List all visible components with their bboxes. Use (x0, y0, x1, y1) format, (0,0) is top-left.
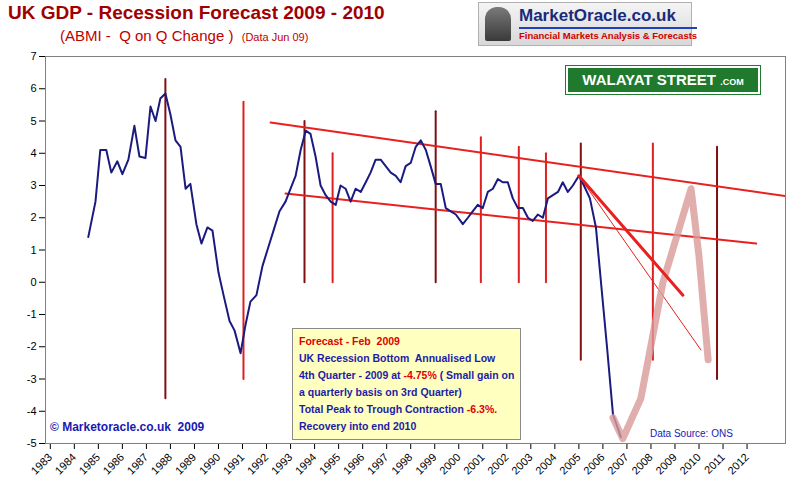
svg-text:2009: 2009 (653, 451, 679, 477)
html-text:Forecast - Feb 2009: Forecast - Feb 2009 (299, 335, 400, 347)
html-text:Financial Markets Analysis & F: Financial Markets Analysis & Forecasts (519, 30, 698, 41)
svg-text:2003: 2003 (509, 451, 535, 477)
svg-text:2010: 2010 (677, 451, 703, 477)
html-text:a quarterly basis on 3rd Quart: a quarterly basis on 3rd Quarter) (299, 386, 462, 398)
svg-text:-4: -4 (27, 405, 37, 417)
html-text:© Marketoracle.co.uk 2009: © Marketoracle.co.uk 2009 (50, 420, 205, 434)
svg-text:4: 4 (30, 147, 36, 159)
html-text:Data Source: ONS: Data Source: ONS (650, 428, 733, 439)
svg-text:1987: 1987 (125, 451, 151, 477)
svg-text:0: 0 (30, 276, 36, 288)
svg-text:1986: 1986 (100, 451, 126, 477)
html-text:UK GDP - Recession Forecast 20: UK GDP - Recession Forecast 2009 - 2010 (8, 2, 385, 23)
svg-text:2002: 2002 (485, 451, 511, 477)
svg-text:-1: -1 (27, 308, 37, 320)
svg-text:2006: 2006 (581, 451, 607, 477)
svg-text:-3: -3 (27, 373, 37, 385)
html-text:UK Recession Bottom Annualised: UK Recession Bottom Annualised Low (299, 352, 496, 364)
svg-text:1985: 1985 (76, 451, 102, 477)
html-text:MarketOracle.co.uk: MarketOracle.co.uk (519, 6, 676, 25)
svg-text:3: 3 (30, 179, 36, 191)
svg-text:1988: 1988 (149, 451, 175, 477)
svg-text:-5: -5 (27, 437, 37, 449)
svg-text:6: 6 (30, 82, 36, 94)
svg-text:1983: 1983 (28, 451, 54, 477)
svg-text:2004: 2004 (533, 451, 559, 477)
html-text:(ABMI - Q on Q Change )(Data J: (ABMI - Q on Q Change )(Data Jun 09) (60, 27, 309, 44)
html-text:4th Quarter - 2009 at -4.75% (: 4th Quarter - 2009 at -4.75% ( Small gai… (299, 369, 515, 381)
svg-text:7: 7 (30, 50, 36, 62)
svg-text:1990: 1990 (197, 451, 223, 477)
svg-text:2007: 2007 (605, 451, 631, 477)
svg-text:1: 1 (30, 244, 36, 256)
svg-text:-2: -2 (27, 340, 37, 352)
svg-text:1998: 1998 (389, 451, 415, 477)
svg-text:2008: 2008 (629, 451, 655, 477)
html-text:WALAYAT STREET.COM: WALAYAT STREET.COM (582, 71, 744, 88)
svg-text:1991: 1991 (221, 451, 247, 477)
html-text:Recovery into end 2010: Recovery into end 2010 (299, 420, 417, 432)
svg-text:2000: 2000 (437, 451, 463, 477)
svg-text:2011: 2011 (702, 451, 727, 476)
svg-text:1984: 1984 (52, 451, 78, 477)
svg-text:1989: 1989 (173, 451, 199, 477)
svg-text:2001: 2001 (461, 451, 487, 477)
svg-text:1993: 1993 (269, 451, 295, 477)
svg-text:1997: 1997 (365, 451, 391, 477)
svg-text:2: 2 (30, 211, 36, 223)
svg-text:2012: 2012 (725, 451, 751, 477)
svg-text:1992: 1992 (245, 451, 271, 477)
html-text:Total Peak to Trough Contracti: Total Peak to Trough Contraction -6.3%. (299, 403, 498, 415)
svg-text:2005: 2005 (557, 451, 583, 477)
svg-text:1999: 1999 (413, 451, 439, 477)
svg-text:1994: 1994 (293, 451, 319, 477)
svg-text:5: 5 (30, 115, 36, 127)
svg-text:1995: 1995 (317, 451, 343, 477)
svg-text:1996: 1996 (341, 451, 367, 477)
